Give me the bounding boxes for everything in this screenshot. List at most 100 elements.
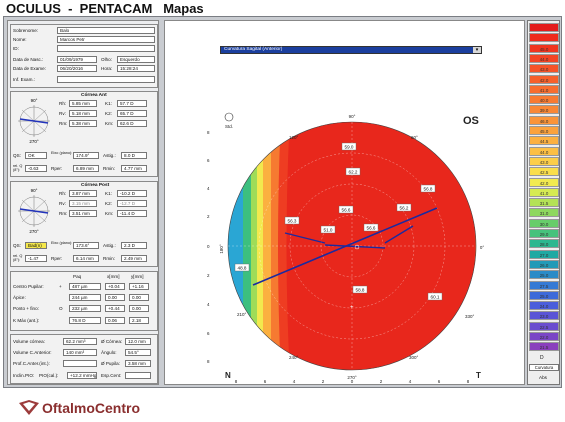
chevron-down-icon[interactable]: ▾ bbox=[473, 47, 481, 53]
value-label: 59.0 bbox=[345, 145, 354, 150]
x-tick: 8 bbox=[467, 379, 470, 384]
back-rmin-label: Rmin: bbox=[103, 256, 115, 261]
front-rh-field[interactable]: 5.85 mm bbox=[69, 100, 97, 107]
front-axis-label: Eixo (plano): bbox=[51, 151, 73, 155]
back-rv-field[interactable]: 3.15 mm bbox=[69, 200, 97, 207]
legend-swatch: 39.0 bbox=[529, 105, 559, 115]
pupil-center-label: Centro Pupilar: bbox=[13, 284, 44, 289]
kmax-value[interactable]: 76.8 D bbox=[69, 317, 101, 324]
eye-field[interactable]: Esquerdo bbox=[117, 56, 155, 63]
apex-y[interactable]: 0.00 bbox=[129, 294, 149, 301]
value-box bbox=[396, 203, 412, 212]
cornea-diameter-field[interactable]: 12.0 mm bbox=[125, 338, 151, 345]
cornea-front-title: Córnea Ant bbox=[81, 93, 107, 98]
name-field[interactable]: Marcos Petr bbox=[57, 36, 155, 43]
apex-marker bbox=[354, 244, 360, 250]
legend-swatch: 44.5 bbox=[529, 136, 559, 146]
chamber-volume-field[interactable]: 140 mm³ bbox=[63, 349, 97, 356]
legend-swatch: 46.0 bbox=[529, 115, 559, 125]
value-label: 56.3 bbox=[288, 219, 297, 224]
front-k2-field[interactable]: 65.7 D bbox=[117, 110, 147, 117]
back-km-field[interactable]: -11.4 D bbox=[117, 210, 147, 217]
angle-180-label: 180° bbox=[219, 244, 224, 254]
front-rm-field[interactable]: 5.38 mm bbox=[69, 120, 97, 127]
id-field[interactable] bbox=[57, 45, 155, 52]
apex-paq[interactable]: 244 µm bbox=[69, 294, 101, 301]
pupil-center-paq[interactable]: 487 µm bbox=[69, 283, 101, 290]
y-axis-ticks: 8 6 4 2 0 2 4 6 8 bbox=[207, 130, 210, 364]
legend-swatch: 22.0 bbox=[529, 332, 559, 341]
thinnest-x[interactable]: +0.44 bbox=[105, 305, 125, 312]
pachymetry-panel: Paq x[mm] y[mm] Centro Pupilar: + 487 µm… bbox=[10, 271, 158, 331]
iop-field[interactable]: +12.2 mmHg bbox=[67, 372, 97, 379]
legend-swatch: 28.0 bbox=[529, 239, 559, 249]
kmax-y[interactable]: 2.18 bbox=[129, 317, 149, 324]
value-box bbox=[338, 205, 354, 214]
exam-info-field[interactable] bbox=[57, 76, 155, 83]
front-rh-label: Rh: bbox=[59, 101, 67, 106]
back-k1-field[interactable]: -10.2 D bbox=[117, 190, 147, 197]
std-icon[interactable] bbox=[224, 112, 234, 122]
legend-swatch: 42.0 bbox=[529, 74, 559, 84]
legend-swatch: 44.0 bbox=[529, 146, 559, 156]
iop-tilt-label: Inclin.PIO: bbox=[13, 373, 35, 378]
chamber-depth-field[interactable] bbox=[63, 360, 97, 367]
pupil-center-y[interactable]: +1.16 bbox=[129, 283, 149, 290]
cornea-volume-field[interactable]: 62.2 mm³ bbox=[63, 338, 97, 345]
front-relq-field[interactable]: -0.63 bbox=[25, 165, 47, 172]
back-axis-field[interactable]: 173.6° bbox=[73, 242, 99, 249]
pupil-center-x[interactable]: +0.04 bbox=[105, 283, 125, 290]
legend-mode[interactable]: Abs bbox=[539, 375, 547, 380]
paq-header: Paq bbox=[73, 274, 82, 279]
map-panel: Curvatura Sagital (Anterior) ▾ bbox=[164, 20, 525, 385]
back-k2-field[interactable]: -12.7 D bbox=[117, 200, 147, 207]
back-astig-field[interactable]: 2.3 D bbox=[121, 242, 147, 249]
map-type-dropdown[interactable]: Curvatura Sagital (Anterior) ▾ bbox=[220, 46, 482, 54]
legend-swatch: 29.0 bbox=[529, 229, 559, 238]
back-rmin-field[interactable]: 2.49 mm bbox=[121, 255, 147, 262]
name-label: Nome: bbox=[13, 37, 27, 42]
front-rper-field[interactable]: 6.89 mm bbox=[73, 165, 99, 172]
front-rv-field[interactable]: 5.18 mm bbox=[69, 110, 97, 117]
apex-x[interactable]: 0.00 bbox=[105, 294, 125, 301]
cornea-diameter-label: Ø Córnea: bbox=[101, 339, 123, 344]
front-rper-label: Rper: bbox=[51, 166, 63, 171]
brand-icon bbox=[19, 400, 39, 415]
time-field[interactable]: 15:28:24 bbox=[117, 65, 155, 72]
front-k1-field[interactable]: 57.7 D bbox=[117, 100, 147, 107]
value-box bbox=[420, 184, 436, 193]
thinnest-y[interactable]: 0.00 bbox=[129, 305, 149, 312]
surname-field[interactable]: Balo bbox=[57, 27, 155, 34]
front-km-field[interactable]: 62.6 D bbox=[117, 120, 147, 127]
angle-field[interactable]: 54.5° bbox=[125, 349, 151, 356]
legend-swatch: 45.0 bbox=[529, 43, 559, 53]
pupil-diameter-field[interactable]: 3.58 mm bbox=[125, 360, 151, 367]
axis-diagram-front: 90° 270° bbox=[18, 98, 50, 144]
front-axis-field[interactable]: 174.9° bbox=[73, 152, 99, 159]
back-qs-field[interactable]: Bad(n) bbox=[25, 242, 47, 249]
front-rmin-field[interactable]: 4.77 mm bbox=[121, 165, 147, 172]
back-rh-field[interactable]: 3.87 mm bbox=[69, 190, 97, 197]
front-astig-label: Astig.: bbox=[103, 153, 116, 158]
legend-swatch: 43.0 bbox=[529, 156, 559, 166]
cornea-back-title: Córnea Post bbox=[81, 183, 110, 188]
front-qs-field[interactable]: OK bbox=[25, 152, 47, 159]
x-axis-ticks: 8 6 4 2 0 2 4 6 8 bbox=[235, 379, 470, 384]
x-tick: 0 bbox=[351, 379, 354, 384]
value-box bbox=[345, 167, 361, 176]
legend-swatch: 24.0 bbox=[529, 301, 559, 311]
exam-date-field[interactable]: 06/20/2016 bbox=[57, 65, 97, 72]
front-astig-field[interactable]: 8.0 D bbox=[121, 152, 147, 159]
back-relq-field[interactable]: -1.47 bbox=[25, 255, 47, 262]
kmax-x[interactable]: 0.06 bbox=[105, 317, 125, 324]
flat-axis-left bbox=[284, 232, 326, 244]
birth-field[interactable]: 01/09/1979 bbox=[57, 56, 97, 63]
map-value-labels: 59.0 62.2 56.8 56.3 56.6 56.2 51.0 56.6 48.8 58.8… bbox=[234, 142, 443, 301]
back-rper-field[interactable]: 6.14 mm bbox=[73, 255, 99, 262]
angle-210-label: 210° bbox=[237, 312, 247, 317]
legend-swatch: 25.0 bbox=[529, 270, 559, 280]
central-thickness-field[interactable] bbox=[125, 372, 151, 379]
back-rm-field[interactable]: 3.51 mm bbox=[69, 210, 97, 217]
legend-type-button[interactable]: Curvatura bbox=[529, 364, 559, 371]
thinnest-paq[interactable]: 232 µm bbox=[69, 305, 101, 312]
